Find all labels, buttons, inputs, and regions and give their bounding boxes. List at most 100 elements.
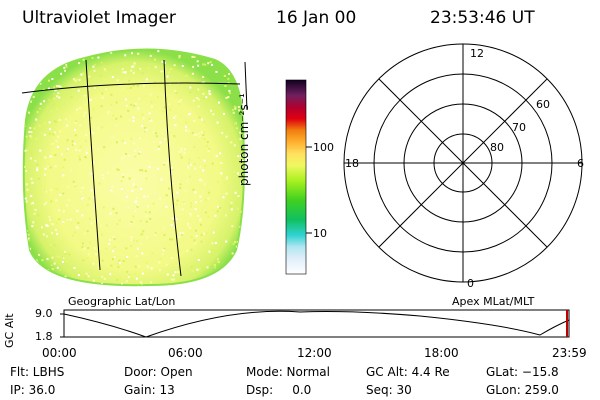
uvi-pixel	[179, 98, 182, 101]
uvi-pixel	[132, 116, 135, 119]
uvi-pixel	[200, 240, 203, 243]
uvi-pixel	[145, 78, 148, 81]
uvi-pixel	[115, 101, 118, 104]
uvi-pixel	[55, 187, 58, 190]
uvi-pixel	[124, 71, 127, 74]
uvi-pixel	[149, 218, 152, 220]
uvi-pixel	[88, 75, 91, 78]
uvi-pixel	[39, 102, 42, 105]
uvi-pixel	[139, 220, 142, 223]
uvi-pixel	[162, 249, 165, 252]
uvi-pixel	[204, 164, 207, 167]
uvi-pixel	[153, 85, 155, 88]
uvi-pixel	[168, 71, 171, 74]
uvi-pixel	[228, 73, 230, 75]
uvi-pixel	[141, 169, 144, 172]
uvi-pixel	[66, 219, 69, 221]
uvi-pixel	[201, 267, 204, 270]
uvi-pixel	[240, 210, 243, 213]
uvi-pixel	[132, 239, 135, 242]
uvi-pixel	[90, 116, 93, 119]
uvi-pixel	[112, 236, 115, 239]
uvi-pixel	[183, 151, 186, 154]
uvi-pixel	[243, 218, 244, 221]
uvi-pixel	[43, 100, 46, 103]
uvi-pixel	[163, 247, 166, 250]
uvi-pixel	[180, 156, 183, 159]
uvi-pixel	[171, 217, 174, 220]
uvi-pixel	[50, 123, 53, 126]
uvi-pixel	[208, 250, 211, 253]
uvi-pixel	[101, 174, 104, 177]
uvi-pixel	[213, 264, 216, 267]
uvi-pixel	[29, 157, 32, 160]
uvi-pixel	[200, 223, 203, 226]
uvi-pixel	[202, 97, 205, 100]
uvi-pixel	[81, 246, 84, 249]
uvi-pixel	[51, 256, 54, 259]
uvi-pixel	[159, 197, 162, 200]
uvi-pixel	[110, 264, 113, 267]
uvi-pixel	[165, 194, 168, 197]
uvi-pixel	[159, 141, 162, 144]
uvi-pixel	[82, 58, 85, 61]
uvi-pixel	[30, 195, 33, 197]
uvi-pixel	[47, 87, 50, 90]
uvi-pixel	[113, 238, 116, 240]
uvi-pixel	[24, 197, 27, 200]
uvi-pixel	[42, 64, 45, 66]
uvi-pixel	[130, 103, 133, 106]
uvi-pixel	[113, 256, 116, 259]
uvi-pixel	[60, 245, 63, 248]
uvi-pixel	[172, 278, 175, 281]
uvi-pixel	[214, 214, 217, 217]
uvi-pixel	[198, 135, 201, 138]
uvi-pixel	[203, 138, 206, 140]
uvi-pixel	[27, 260, 29, 263]
uvi-pixel	[180, 147, 183, 150]
uvi-pixel	[101, 259, 104, 262]
uvi-pixel	[104, 70, 107, 73]
uvi-pixel	[143, 85, 145, 88]
uvi-pixel	[145, 236, 148, 239]
uvi-pixel	[24, 98, 27, 101]
uvi-pixel	[122, 260, 125, 262]
status-gain: Gain: 13	[124, 383, 175, 397]
status-dsp: Dsp: 0.0	[246, 383, 312, 397]
uvi-pixel	[139, 150, 142, 153]
uvi-pixel	[130, 235, 133, 238]
uvi-pixel	[50, 155, 53, 158]
uvi-pixel	[92, 279, 95, 282]
uvi-pixel	[140, 182, 142, 185]
uvi-pixel	[189, 175, 191, 178]
uvi-pixel	[38, 124, 41, 127]
uvi-pixel	[155, 135, 158, 138]
uvi-pixel	[127, 87, 130, 89]
uvi-pixel	[74, 183, 77, 186]
uvi-pixel	[90, 172, 93, 175]
uvi-pixel	[55, 228, 57, 231]
geo-grid-line	[21, 82, 241, 94]
status-glat: GLat: −15.8	[486, 365, 559, 379]
uvi-pixel	[193, 133, 196, 136]
uvi-pixel	[237, 257, 239, 260]
uvi-pixel	[52, 103, 55, 106]
uvi-pixel	[92, 65, 95, 68]
uvi-pixel	[150, 267, 153, 270]
uvi-pixel	[190, 236, 193, 239]
uvi-pixel	[97, 127, 99, 130]
uvi-pixel	[195, 235, 198, 237]
uvi-pixel	[80, 191, 82, 194]
uvi-pixel	[202, 92, 205, 95]
uvi-pixel	[49, 219, 52, 222]
uvi-pixel	[128, 79, 131, 82]
uvi-pixel	[44, 173, 47, 176]
uvi-pixel	[133, 187, 136, 190]
uvi-pixel	[181, 149, 183, 152]
uvi-pixel	[211, 242, 214, 245]
uvi-pixel	[210, 249, 213, 252]
uvi-pixel	[52, 63, 55, 66]
uvi-pixel	[90, 189, 93, 192]
uvi-pixel	[88, 197, 91, 200]
uvi-pixel	[28, 67, 30, 70]
